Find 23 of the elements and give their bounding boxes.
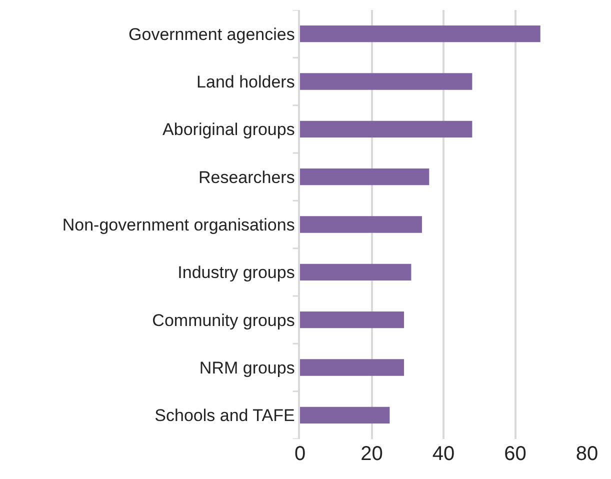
bar [300, 168, 430, 186]
bar [300, 359, 404, 376]
bar [300, 264, 412, 281]
y-tick-label: Aboriginal groups [162, 120, 295, 140]
x-tick-label: 40 [432, 443, 455, 465]
bar [300, 120, 472, 138]
y-tick-label: Government agencies [128, 24, 295, 44]
y-tick-label: NRM groups [199, 358, 295, 378]
bar [300, 25, 540, 42]
x-tick-label: 60 [504, 443, 526, 465]
y-tick-label: Community groups [152, 310, 295, 330]
y-tick-label: Researchers [198, 168, 295, 187]
y-tick-label: Land holders [196, 72, 295, 92]
bar [300, 216, 422, 233]
bar [300, 406, 390, 424]
x-tick-label: 80 [576, 443, 598, 465]
x-tick-label: 0 [294, 443, 306, 465]
x-tick-label: 20 [360, 443, 383, 465]
bar [300, 311, 404, 328]
y-tick-label: Schools and TAFE [154, 406, 295, 426]
y-tick-label: Non-government organisations [62, 215, 295, 234]
y-tick-label: Industry groups [178, 263, 295, 282]
bar [300, 73, 472, 90]
